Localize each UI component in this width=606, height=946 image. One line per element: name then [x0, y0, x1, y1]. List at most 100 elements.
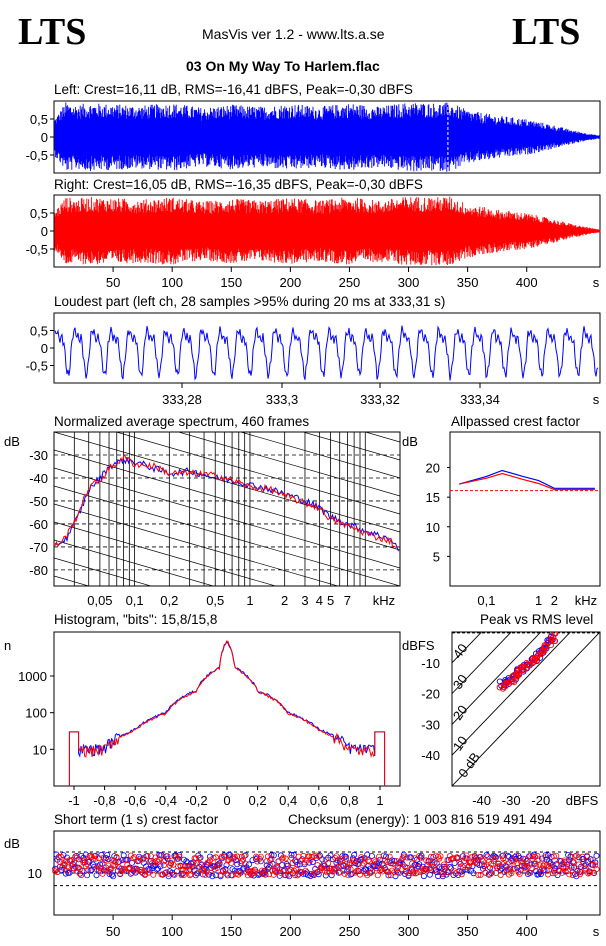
spectrum-slope	[54, 485, 400, 586]
crest-left-point	[206, 853, 213, 860]
peakrms-right-point	[540, 644, 548, 651]
crest-right-point	[97, 865, 104, 872]
crest-right-point	[241, 852, 248, 859]
loudest-ytick-label: 0,5	[30, 324, 48, 339]
crest-left-point	[542, 852, 549, 859]
allpassed-left-line	[459, 469, 595, 489]
crest-right-point	[53, 866, 60, 873]
spectrum-xtick-label: 0,1	[126, 593, 144, 608]
crest-right-point	[587, 868, 594, 875]
crest-right-point	[90, 856, 97, 863]
spectrum-ytick-label: -30	[29, 448, 48, 463]
right-ytick-label: -0,5	[26, 242, 48, 257]
crest-right-point	[286, 868, 293, 875]
crest-right-point	[95, 855, 102, 862]
crest-right-point	[431, 867, 438, 874]
crest-right-point	[171, 871, 178, 878]
time-xtick-label: 150	[220, 275, 242, 290]
histogram-xtick-label: -1	[68, 793, 80, 808]
peakrms-right-point	[527, 661, 534, 668]
crest-right-point	[555, 866, 562, 873]
allpassed-title: Allpassed crest factor	[451, 414, 581, 429]
crest-right-point	[175, 863, 182, 870]
peakrms-diagonal	[452, 632, 542, 725]
crest-right-point	[558, 858, 565, 865]
crest-right-point	[157, 852, 164, 859]
crest-right-point	[496, 863, 503, 870]
crest-right-point	[379, 868, 386, 875]
crest-right-point	[589, 856, 596, 863]
crest-right-point	[413, 869, 420, 876]
crest-right-point	[303, 857, 310, 864]
peakrms-right-point	[496, 684, 503, 691]
crest-right-point	[593, 866, 600, 873]
crest-right-point	[522, 856, 529, 863]
left-ytick-label: 0,5	[30, 112, 48, 127]
crest-left-point	[315, 871, 322, 878]
crest-right-point	[283, 862, 290, 869]
crest-right-point	[418, 854, 425, 861]
crest-right-point	[334, 863, 341, 870]
crest-right-point	[371, 857, 378, 864]
crest-left-point	[383, 853, 390, 860]
crest-right-point	[238, 853, 245, 860]
crest-left-point	[245, 861, 252, 868]
allpassed-frame	[449, 431, 601, 587]
spectrum-ytick-label: -70	[29, 540, 48, 555]
crest-right-point	[119, 867, 126, 874]
spectrum-slope	[54, 503, 339, 586]
crest-right-point	[176, 853, 183, 860]
peakrms-xunit: dBFS	[566, 793, 599, 808]
crest-right-point	[450, 855, 457, 862]
crest-right-point	[580, 858, 587, 865]
crest-xtick-label: 150	[220, 924, 242, 939]
crest-right-point	[58, 853, 65, 860]
crest-left-point	[266, 864, 273, 871]
crest-ytick-label: 10	[28, 866, 42, 881]
histogram-right-line	[68, 640, 386, 786]
crest-left-point	[407, 854, 414, 861]
crest-right-point	[130, 855, 137, 862]
crest-right-point	[477, 871, 484, 878]
crest-left-point	[84, 872, 91, 879]
crest-right-point	[64, 867, 71, 874]
crest-left-point	[110, 873, 117, 880]
crest-left-point	[394, 869, 401, 876]
crest-right-point	[578, 869, 585, 876]
crest-right-point	[172, 854, 179, 861]
spectrum-xtick-label: 3	[301, 593, 308, 608]
crest-right-point	[575, 861, 582, 868]
crest-left-point	[234, 861, 241, 868]
crest-right-point	[592, 862, 599, 869]
crest-right-point	[144, 866, 151, 873]
checksum: Checksum (energy): 1 003 816 519 491 494	[288, 812, 553, 827]
crest-right-point	[360, 860, 367, 867]
peakrms-right-point	[552, 632, 559, 637]
crest-right-point	[331, 866, 338, 873]
crest-right-point	[215, 858, 222, 865]
peakrms-title: Peak vs RMS level	[480, 612, 594, 627]
crest-right-point	[534, 852, 541, 859]
crest-xtick-label: 50	[106, 924, 120, 939]
crest-right-point	[341, 870, 348, 877]
crest-right-point	[528, 865, 535, 872]
time-xtick-label: 100	[161, 275, 183, 290]
crest-xunit: s	[593, 924, 600, 939]
crest-right-point	[549, 870, 556, 877]
file-name: 03 On My Way To Harlem.flac	[186, 58, 380, 74]
spectrum-xtick-label: 7	[344, 593, 351, 608]
crest-left-point	[497, 867, 504, 874]
crest-right-point	[78, 872, 85, 879]
peakrms-right-point	[503, 680, 510, 687]
crest-right-point	[315, 853, 322, 860]
peakrms-frame	[451, 631, 601, 787]
crest-left-point	[268, 852, 275, 859]
loudest-xtick-label: 333,34	[460, 392, 500, 407]
crest-right-point	[535, 856, 542, 863]
histogram-xtick-label: 0	[223, 793, 230, 808]
crest-right-point	[475, 872, 482, 879]
peakrms-ytick-label: -40	[421, 748, 440, 763]
spectrum-xtick-label: 4	[316, 593, 323, 608]
crest-right-point	[257, 853, 264, 860]
crest-right-point	[306, 853, 313, 860]
